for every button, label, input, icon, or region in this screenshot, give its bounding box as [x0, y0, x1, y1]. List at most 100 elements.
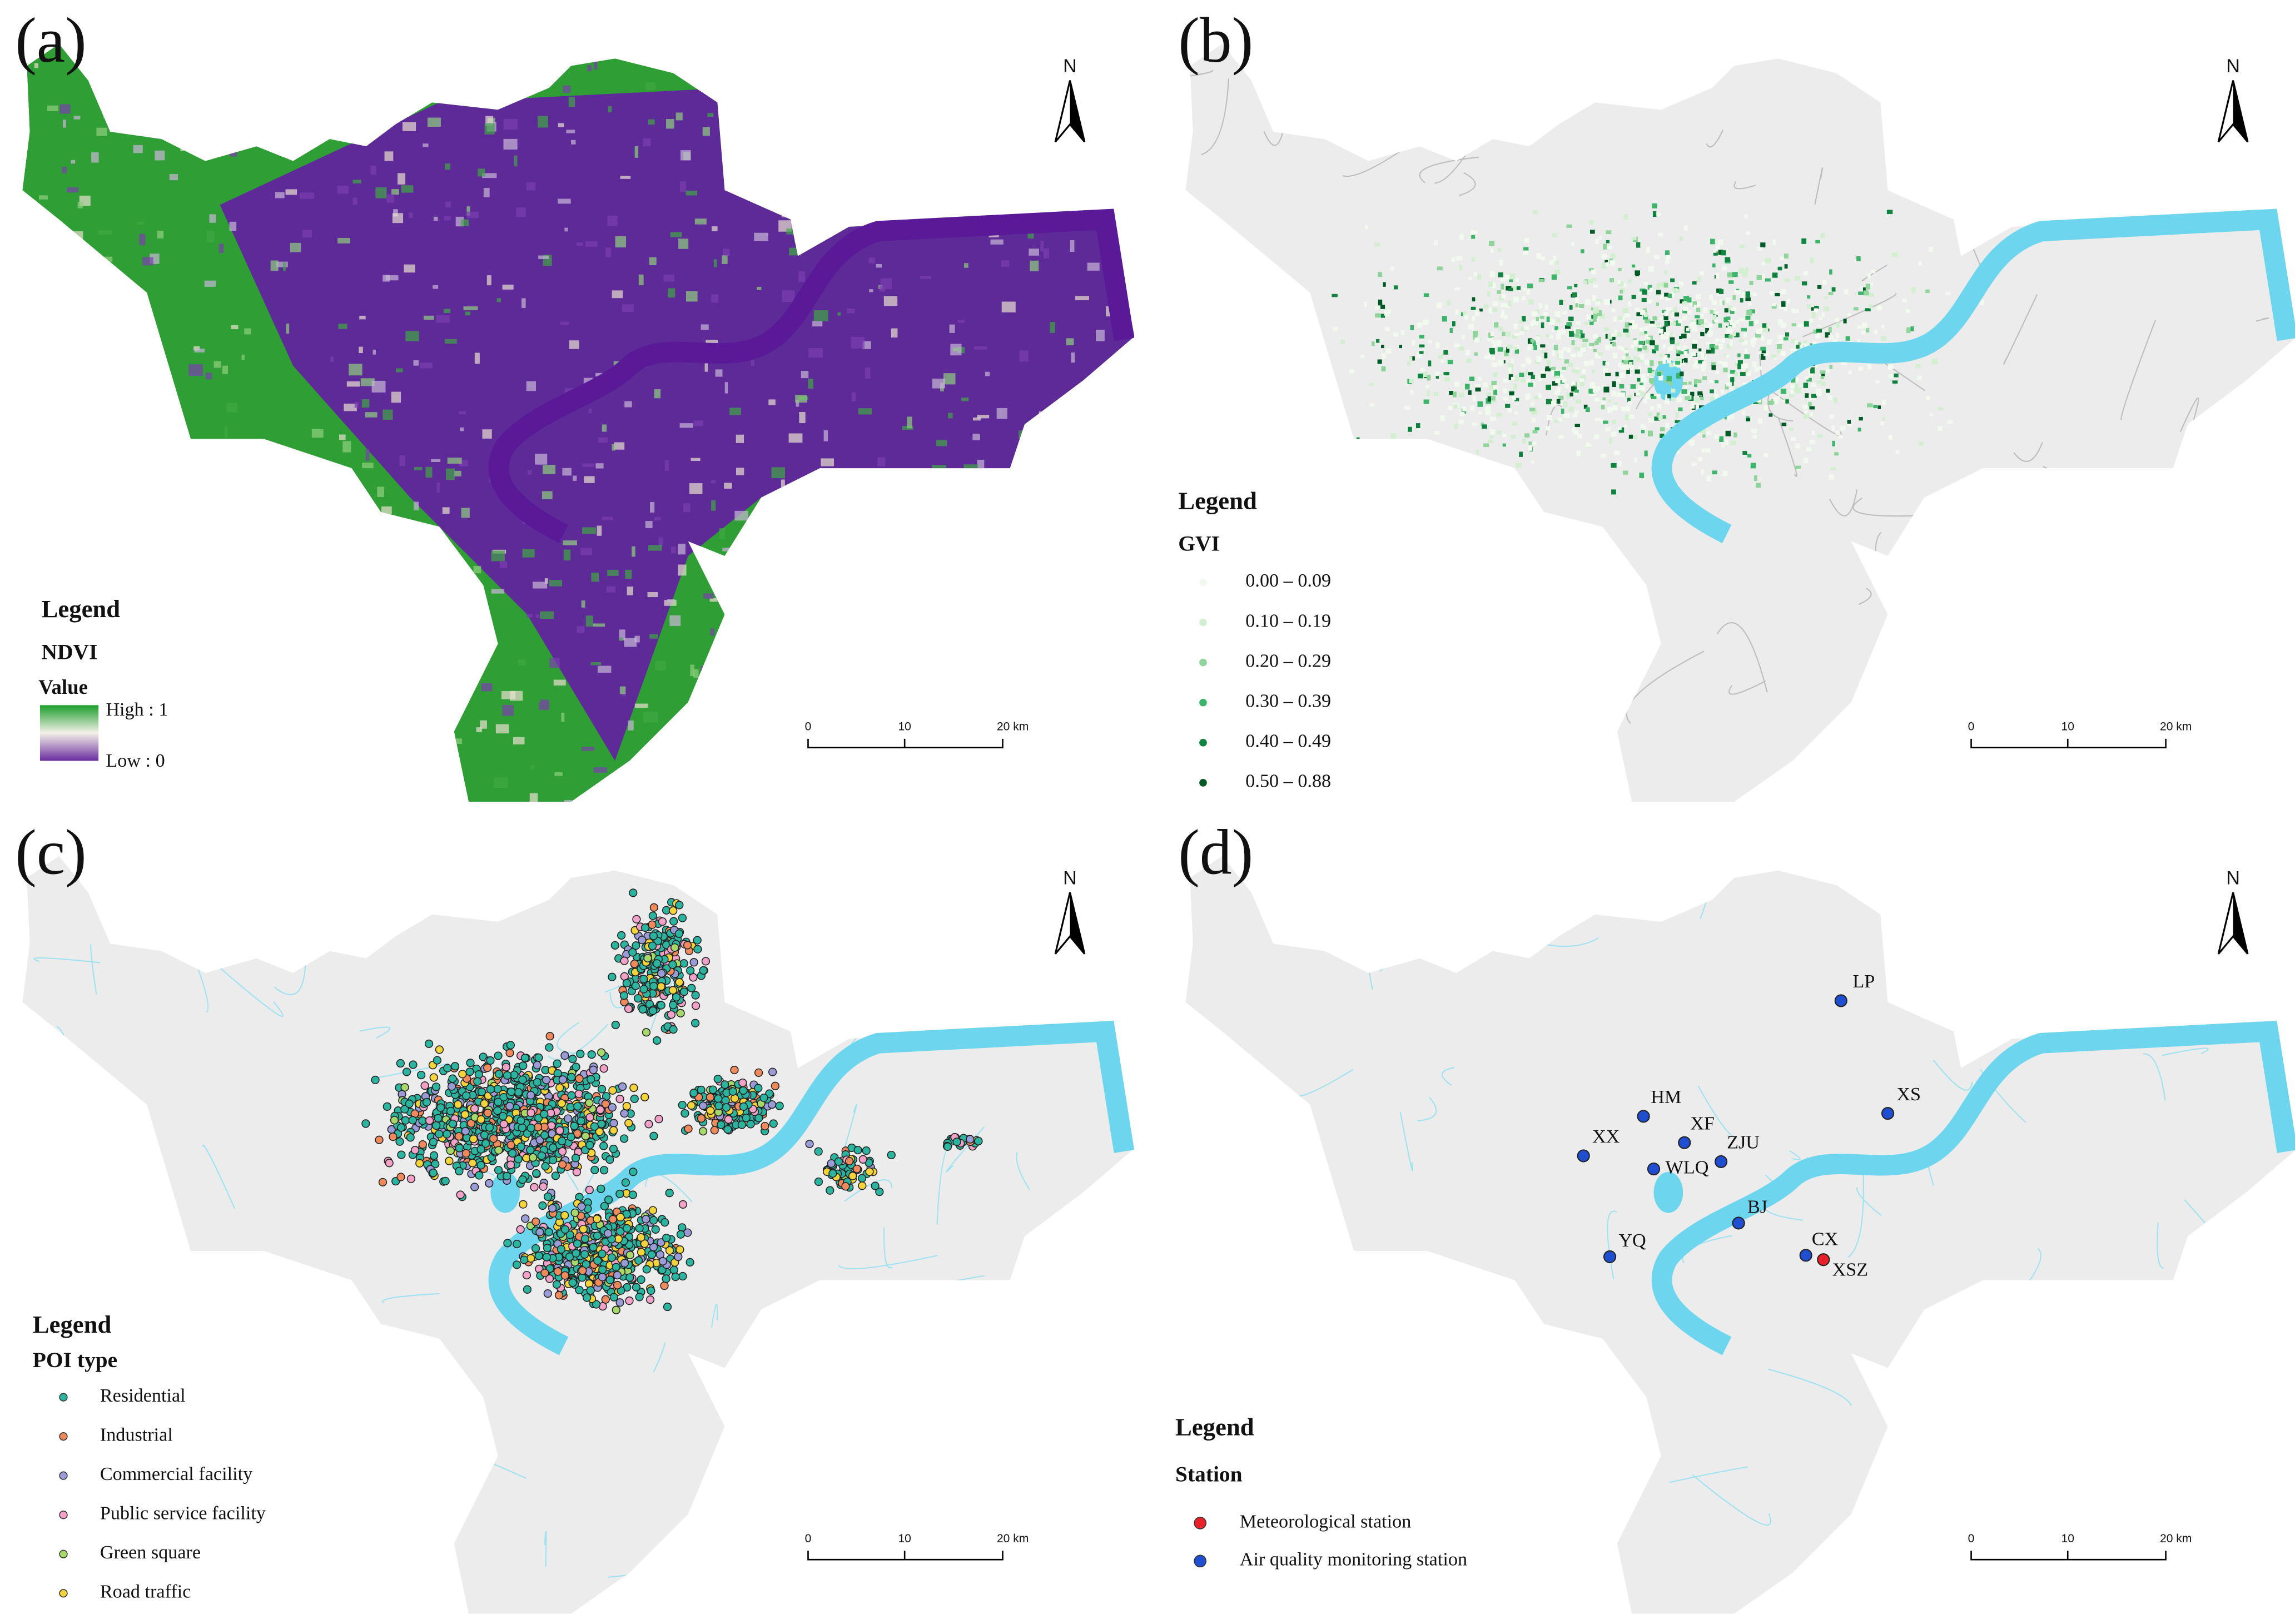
- poi: [616, 1213, 625, 1221]
- texture: [865, 496, 872, 505]
- texture: [29, 746, 36, 755]
- texture: [91, 622, 105, 630]
- green-view: [1645, 335, 1648, 339]
- poi: [605, 1275, 614, 1284]
- texture: [30, 511, 44, 521]
- texture: [466, 206, 470, 216]
- green-view: [1635, 392, 1641, 396]
- green-view: [1410, 390, 1414, 394]
- green-view: [1637, 347, 1642, 352]
- poi: [649, 982, 658, 991]
- waterway: [1352, 716, 1386, 737]
- poi: [572, 1062, 580, 1071]
- green-view: [1743, 332, 1747, 337]
- texture: [832, 640, 838, 652]
- texture: [793, 168, 804, 173]
- green-view: [1602, 397, 1606, 401]
- green-view: [1795, 465, 1801, 469]
- green-view: [1643, 311, 1648, 317]
- texture: [271, 733, 277, 746]
- texture: [582, 527, 596, 534]
- poi: [678, 1100, 687, 1110]
- poi: [481, 1139, 490, 1148]
- green-view: [1487, 338, 1493, 341]
- green-view: [1555, 378, 1560, 384]
- green-view: [1601, 254, 1607, 260]
- texture: [221, 469, 235, 481]
- texture: [622, 304, 634, 312]
- texture: [1043, 248, 1050, 259]
- texture: [404, 264, 415, 273]
- texture: [685, 190, 698, 196]
- green-view: [1690, 322, 1696, 327]
- green-view: [1620, 392, 1626, 397]
- green-view: [1611, 255, 1616, 259]
- green-view: [1532, 320, 1538, 325]
- green-view: [1725, 384, 1729, 390]
- green-view: [1756, 275, 1762, 280]
- texture: [431, 459, 441, 462]
- poi: [553, 1267, 563, 1276]
- green-view: [1760, 327, 1766, 331]
- poi: [523, 1285, 532, 1294]
- texture: [391, 391, 401, 403]
- texture: [828, 183, 834, 188]
- texture: [781, 208, 786, 218]
- green-view: [1811, 431, 1815, 435]
- texture: [324, 493, 335, 501]
- green-view: [1641, 429, 1645, 434]
- texture: [1030, 684, 1035, 691]
- green-view: [1761, 350, 1766, 354]
- green-view: [1611, 431, 1617, 437]
- texture: [422, 781, 434, 786]
- poi: [466, 1119, 476, 1128]
- legend-swatch: [59, 1511, 68, 1519]
- poi: [435, 1045, 444, 1054]
- green-view: [1482, 424, 1487, 429]
- green-view: [1608, 399, 1612, 403]
- legend-label: 0.40 – 0.49: [1245, 731, 1331, 752]
- texture: [206, 231, 215, 243]
- poi: [539, 1182, 548, 1191]
- green-view: [1601, 400, 1606, 405]
- waterway: [893, 1610, 914, 1614]
- poi: [476, 1161, 485, 1170]
- green-view: [1892, 380, 1898, 384]
- green-view: [1710, 239, 1715, 245]
- green-view: [1581, 249, 1584, 254]
- green-view: [1340, 339, 1345, 345]
- texture: [756, 196, 761, 204]
- green-view: [1417, 373, 1423, 379]
- texture: [202, 726, 212, 737]
- green-view: [1821, 372, 1825, 376]
- texture: [580, 548, 592, 555]
- poi: [483, 1109, 493, 1118]
- poi: [552, 1280, 562, 1289]
- waterway: [1009, 1603, 1069, 1614]
- texture: [31, 291, 36, 295]
- green-view: [1761, 336, 1765, 341]
- texture: [300, 192, 315, 199]
- poi: [649, 931, 658, 941]
- poi: [649, 1131, 658, 1140]
- texture: [747, 563, 759, 570]
- green-view: [1594, 398, 1600, 402]
- texture: [459, 411, 466, 415]
- green-view: [1671, 397, 1676, 401]
- green-view: [1332, 294, 1338, 297]
- green-view: [1540, 370, 1546, 376]
- green-view: [1712, 263, 1716, 267]
- green-view: [1742, 451, 1747, 455]
- waterway: [2143, 1053, 2166, 1101]
- poi: [540, 1110, 549, 1119]
- texture: [1106, 480, 1113, 485]
- green-view: [1789, 393, 1795, 397]
- green-view: [1702, 361, 1706, 366]
- texture: [693, 669, 699, 678]
- texture: [858, 408, 872, 415]
- scale-label: 0: [805, 1532, 812, 1545]
- poi: [448, 1074, 457, 1083]
- texture: [433, 216, 438, 221]
- waterway: [1959, 119, 2006, 196]
- poi: [739, 1086, 748, 1095]
